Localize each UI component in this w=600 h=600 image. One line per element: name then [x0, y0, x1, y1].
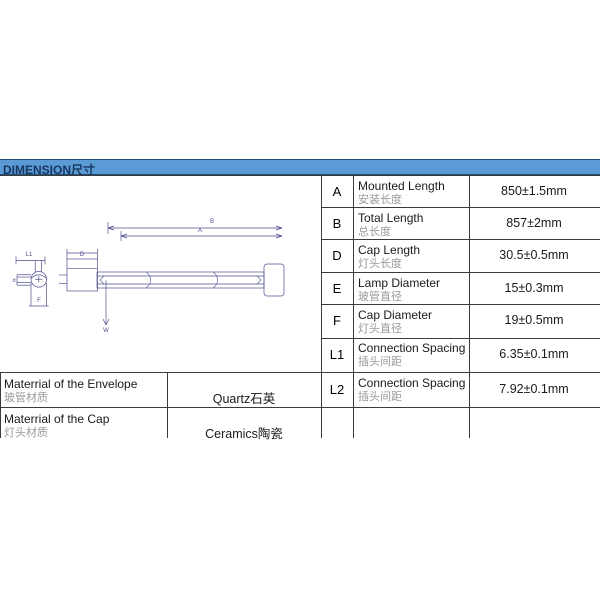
- svg-text:L1: L1: [26, 252, 33, 258]
- svg-text:D: D: [80, 252, 85, 258]
- svg-text:W: W: [103, 328, 109, 334]
- svg-text:A: A: [198, 228, 202, 234]
- svg-text:B: B: [210, 219, 214, 225]
- svg-text:d: d: [12, 278, 15, 284]
- svg-text:F: F: [37, 298, 41, 304]
